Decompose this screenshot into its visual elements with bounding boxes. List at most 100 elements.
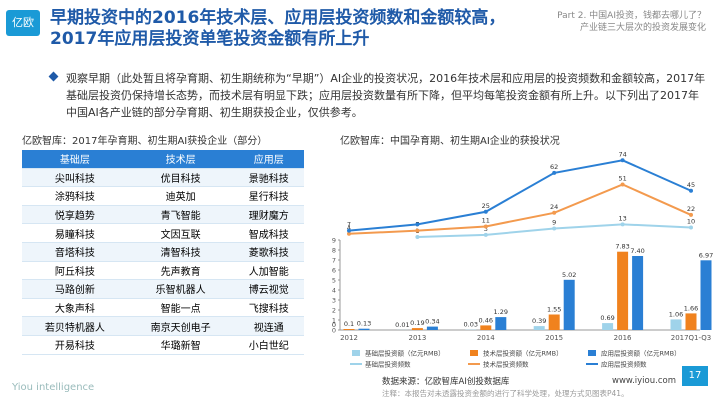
table-row: 开易科技 华璐新智 小白世纪	[22, 335, 304, 355]
table-cell: 文因互联	[127, 223, 234, 243]
table-cell: 智成科技	[233, 223, 304, 243]
part: Part 2. 中国AI投资，钱都去哪儿了？	[557, 11, 706, 21]
x-tick-label: 2015	[545, 334, 563, 342]
table-cell: 人加智能	[233, 261, 304, 281]
table-row: 马路创新 乐智机器人 博云视觉	[22, 279, 304, 299]
bar	[632, 256, 644, 330]
line-point	[483, 224, 488, 229]
bar	[617, 251, 629, 330]
table-row: 易瞳科技 文因互联 智成科技	[22, 223, 304, 243]
legend-label: 技术层投资额（亿元RMB）	[483, 349, 563, 358]
data-label: 3	[484, 225, 488, 233]
data-label: 0.34	[425, 318, 439, 326]
line-point	[689, 188, 693, 193]
table-cell: 南京天创电子	[127, 316, 234, 336]
data-label: 0.19	[410, 319, 424, 327]
line	[348, 183, 692, 235]
table-cell: 青飞智能	[127, 205, 234, 225]
footer-site: www.iyiou.com	[612, 376, 676, 386]
legend-label: 基础层投资额（亿元RMB）	[365, 349, 445, 358]
table-cell: 清智科技	[127, 242, 234, 262]
table-cell: 悦享趋势	[22, 205, 128, 225]
table-cell: 开易科技	[22, 335, 128, 355]
table-cell: 景驰科技	[233, 168, 304, 188]
table-row: 大象声科 智能一点 飞搜科技	[22, 298, 304, 318]
x-tick-label: 2013	[408, 334, 426, 342]
table-title: 亿欧智库：2017年孕育期、初生期AI获投企业（部分）	[22, 136, 268, 147]
table-cell: 博云视觉	[233, 279, 304, 299]
table-cell: 理财魔方	[233, 205, 304, 225]
line-point	[620, 182, 625, 187]
table-cell: 智能一点	[127, 298, 234, 318]
line	[348, 159, 692, 232]
bar	[533, 326, 545, 330]
bar	[700, 260, 712, 330]
table-cell: 视连通	[233, 316, 304, 336]
header-row: 基础层 技术层 应用层	[22, 150, 304, 169]
y-tick-label: 5	[332, 277, 336, 285]
data-label: 74	[618, 150, 626, 158]
data-label: 1.66	[684, 304, 698, 312]
y-tick-label: 2	[332, 307, 336, 315]
y-tick-label: 0	[332, 327, 336, 335]
x-tick-label: 2016	[614, 334, 632, 342]
line-point	[552, 226, 557, 231]
table-cell: 易瞳科技	[22, 223, 128, 243]
data-label: 1.06	[669, 310, 683, 318]
line-point	[347, 228, 351, 233]
data-label: 7.40	[630, 247, 644, 255]
chart-title: 亿欧智库：中国孕育期、初生期AI企业的获投状况	[340, 136, 560, 147]
table-cell: 尖叫科技	[22, 168, 128, 188]
company-table: 基础层 技术层 应用层 尖叫科技 优目科技 景驰科技 涂鸦科技 迪英加 星行科技 悦享趋势 青飞智能…	[22, 150, 304, 355]
source: 数据来源：亿欧智库AI创投数据库	[382, 377, 510, 387]
x-tick-label: 2017Q1-Q3	[671, 334, 712, 342]
data-label: 0.46	[479, 316, 493, 324]
data-label: 5.02	[562, 271, 576, 279]
line-point	[415, 228, 420, 233]
section-label: Part 2. 中国AI投资，钱都去哪儿了？ 产业链三大层次的投资发展变化	[557, 10, 706, 34]
table-cell: 菱歌科技	[233, 242, 304, 262]
x-tick-label: 2012	[340, 334, 358, 342]
line-point	[620, 158, 625, 163]
table-cell: 华璐新智	[127, 335, 234, 355]
data-label: 0.03	[464, 321, 478, 329]
y-tick-label: 1	[332, 317, 336, 325]
line-point	[552, 210, 557, 215]
bar	[480, 325, 492, 330]
table-cell: 大象声科	[22, 298, 128, 318]
footer-brand: Yiou intelligence	[12, 382, 95, 393]
data-label: 4	[347, 224, 351, 232]
line-point	[552, 170, 557, 175]
column-header: 应用层	[233, 150, 304, 169]
table-row: 涂鸦科技 迪英加 星行科技	[22, 186, 304, 206]
legend-label: 应用层投资额（亿元RMB）	[601, 349, 681, 358]
data-label: 51	[618, 174, 626, 182]
legend-swatch	[470, 350, 478, 356]
table-cell: 马路创新	[22, 279, 128, 299]
column-header: 技术层	[127, 150, 234, 169]
data-label: 0.01	[395, 321, 409, 329]
bar	[358, 328, 370, 330]
x-tick-label: 2014	[477, 334, 495, 342]
legend-label: 技术层投资频数	[483, 360, 529, 369]
page-number: 17	[682, 366, 708, 386]
line-point	[483, 209, 488, 214]
bar	[602, 323, 614, 330]
data-label: 13	[618, 214, 626, 222]
data-label: 11	[482, 216, 490, 224]
bar	[548, 314, 560, 330]
data-label: 7.83	[615, 243, 629, 251]
line-point	[689, 212, 693, 217]
title-line: 2017年应用层投资单笔投资金额有所上升	[50, 29, 370, 49]
data-label: 9	[552, 219, 556, 227]
legend-swatch	[588, 350, 596, 356]
line-point	[689, 225, 693, 230]
table-cell: 飞搜科技	[233, 298, 304, 318]
data-label: 6.97	[699, 251, 713, 259]
bar	[411, 328, 423, 330]
data-label: 0	[332, 321, 336, 329]
table-cell: 优目科技	[127, 168, 234, 188]
logo: 亿欧	[6, 10, 40, 36]
